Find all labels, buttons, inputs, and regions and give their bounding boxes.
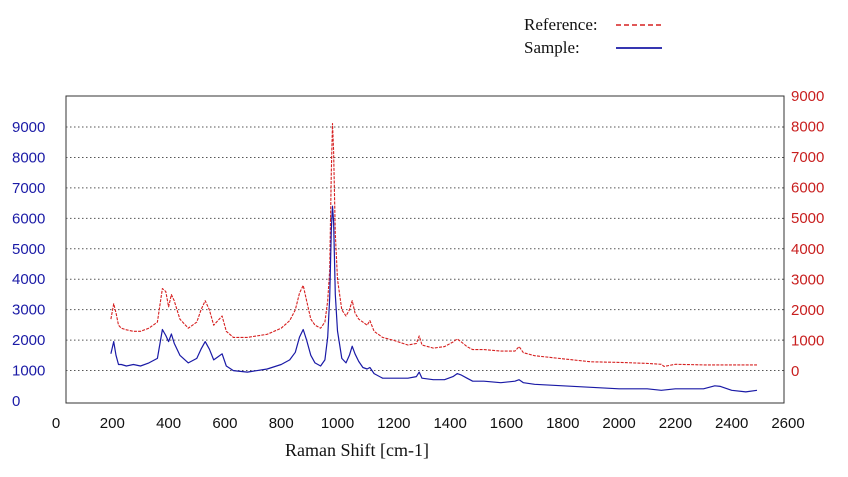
left-tick-label: 9000 <box>12 119 45 136</box>
right-tick-label: 0 <box>791 363 799 380</box>
x-tick-label: 1400 <box>433 415 466 432</box>
right-tick-label: 9000 <box>791 88 824 105</box>
x-tick-label: 1800 <box>546 415 579 432</box>
x-tick-label: 600 <box>212 415 237 432</box>
x-tick-label: 400 <box>156 415 181 432</box>
x-tick-label: 2400 <box>715 415 748 432</box>
right-tick-label: 1000 <box>791 332 824 349</box>
left-tick-label: 6000 <box>12 210 45 227</box>
legend-sample-label: Sample: <box>524 38 580 57</box>
right-tick-label: 5000 <box>791 210 824 227</box>
left-tick-label: 8000 <box>12 149 45 166</box>
legend-reference-label: Reference: <box>524 15 598 34</box>
left-tick-label: 1000 <box>12 363 45 380</box>
right-tick-label: 7000 <box>791 149 824 166</box>
legend: Reference: Sample: <box>524 15 662 57</box>
right-tick-label: 8000 <box>791 119 824 136</box>
x-tick-label: 1600 <box>490 415 523 432</box>
x-tick-label: 2200 <box>659 415 692 432</box>
x-tick-label: 200 <box>100 415 125 432</box>
left-tick-label: 5000 <box>12 241 45 258</box>
right-tick-label: 4000 <box>791 241 824 258</box>
left-y-axis: 0 1000 2000 3000 4000 5000 6000 7000 8000 9000 <box>12 119 45 410</box>
x-tick-label: 2600 <box>771 415 804 432</box>
x-axis-title: Raman Shift [cm-1] <box>285 440 429 460</box>
series-line-sample <box>110 205 758 393</box>
right-y-axis: 0 1000 2000 3000 4000 5000 6000 7000 8000 9000 <box>791 88 824 380</box>
right-tick-label: 3000 <box>791 271 824 288</box>
x-tick-label: 0 <box>52 415 60 432</box>
right-tick-label: 6000 <box>791 180 824 197</box>
series-line-reference <box>110 122 757 367</box>
x-axis: 0 200 400 600 800 1000 1200 1400 1600 1800 2000 220… <box>52 415 805 432</box>
series-layer <box>110 122 758 393</box>
plot-area <box>65 95 785 404</box>
left-tick-label: 3000 <box>12 302 45 319</box>
left-tick-label: 7000 <box>12 180 45 197</box>
x-tick-label: 1200 <box>377 415 410 432</box>
x-tick-label: 1000 <box>321 415 354 432</box>
left-tick-label: 2000 <box>12 332 45 349</box>
left-tick-label: 4000 <box>12 271 45 288</box>
x-tick-label: 2000 <box>602 415 635 432</box>
right-tick-label: 2000 <box>791 302 824 319</box>
x-tick-label: 800 <box>269 415 294 432</box>
left-tick-label: 0 <box>12 393 20 410</box>
